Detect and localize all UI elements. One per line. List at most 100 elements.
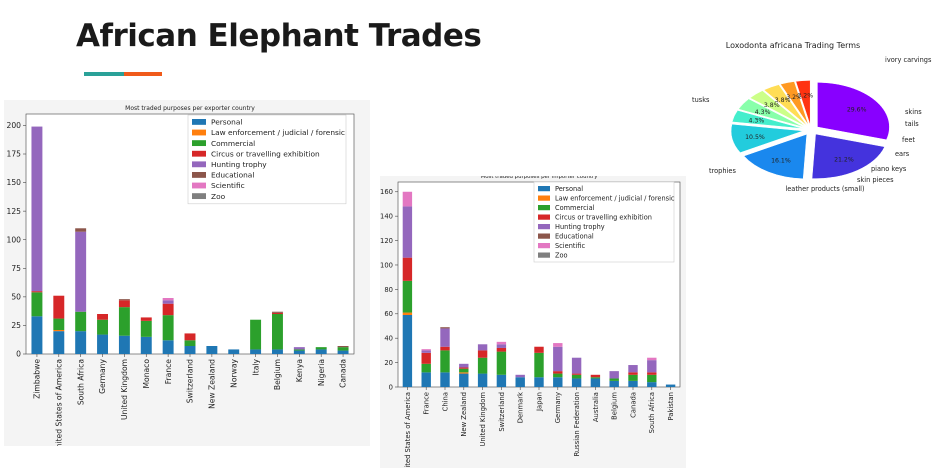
bar-personal-italy bbox=[250, 349, 262, 354]
x-tick-label: France bbox=[164, 359, 173, 385]
bar-personal-canada bbox=[337, 350, 349, 354]
y-tick-label: 25 bbox=[11, 321, 21, 330]
title-accent-orange bbox=[124, 72, 162, 76]
x-tick-label: Russian Federation bbox=[573, 392, 581, 457]
legend-label-scientific: Scientific bbox=[555, 242, 585, 250]
chart-title: Most traded purposes per exporter countr… bbox=[125, 105, 255, 112]
x-tick-label: Belgium bbox=[611, 392, 619, 420]
y-tick-label: 120 bbox=[380, 237, 393, 245]
bar-personal-germany bbox=[553, 377, 563, 387]
legend-box bbox=[533, 181, 675, 263]
slide-title: African Elephant Trades bbox=[76, 18, 482, 54]
x-tick-label: New Zealand bbox=[460, 392, 468, 437]
pie-label-tails: tails bbox=[905, 120, 919, 128]
x-tick-label: China bbox=[441, 392, 449, 411]
y-tick-label: 100 bbox=[380, 261, 393, 269]
bar-personal-monaco bbox=[140, 336, 152, 354]
bar-personal-france bbox=[421, 372, 431, 387]
bar-educational-canada bbox=[337, 346, 349, 348]
legend-swatch-educational bbox=[192, 172, 206, 178]
x-tick-label: Switzerland bbox=[498, 392, 506, 432]
pie-pct-skin-pieces: 4.3% bbox=[748, 118, 764, 125]
y-tick-label: 160 bbox=[380, 188, 393, 196]
pie-slice-trophies bbox=[743, 133, 808, 180]
x-tick-label: United States of America bbox=[54, 359, 63, 446]
bar-personal-china bbox=[440, 372, 450, 387]
x-tick-label: Switzerland bbox=[186, 359, 195, 403]
bar-commercial-france bbox=[162, 315, 174, 341]
bar-hunting-trophy-belgium bbox=[609, 371, 619, 379]
bar-commercial-china bbox=[440, 350, 450, 373]
y-tick-label: 200 bbox=[7, 121, 22, 130]
bar-hunting-trophy-china bbox=[440, 328, 450, 347]
legend-swatch-zoo bbox=[538, 252, 550, 258]
legend-label-circus-or-travelling-exhibition: Circus or travelling exhibition bbox=[211, 149, 320, 158]
pie-slice-ivory-carvings bbox=[817, 82, 890, 141]
bar-commercial-russian-federation bbox=[571, 374, 582, 379]
x-tick-label: Norway bbox=[229, 358, 238, 387]
y-tick-label: 150 bbox=[7, 178, 22, 187]
bar-commercial-united-states-of-america bbox=[53, 318, 65, 330]
bar-hunting-trophy-new-zealand bbox=[459, 363, 469, 368]
legend-swatch-scientific bbox=[538, 243, 550, 249]
x-tick-label: Japan bbox=[535, 392, 543, 412]
bar-personal-japan bbox=[534, 377, 544, 387]
x-tick-label: Pakistan bbox=[667, 392, 675, 420]
bar-personal-south-africa bbox=[75, 331, 87, 354]
legend-swatch-circus-or-travelling-exhibition bbox=[192, 150, 206, 157]
bar-educational-belgium bbox=[272, 311, 283, 313]
legend-box bbox=[187, 114, 347, 205]
x-tick-label: United States of America bbox=[404, 392, 412, 468]
x-tick-label: Denmark bbox=[517, 392, 525, 423]
bar-personal-belgium bbox=[272, 349, 283, 354]
bar-personal-pakistan bbox=[665, 384, 676, 387]
pie-slice-feet bbox=[763, 84, 808, 126]
bar-commercial-nigeria bbox=[315, 347, 327, 350]
pie-label-piano-keys: piano keys bbox=[871, 165, 907, 173]
bar-educational-china bbox=[440, 327, 450, 329]
bar-scientific-france bbox=[421, 349, 431, 351]
bar-personal-canada bbox=[628, 380, 638, 387]
y-tick-label: 125 bbox=[7, 207, 22, 216]
bar-educational-united-kingdom bbox=[118, 299, 130, 301]
bar-commercial-united-kingdom bbox=[477, 357, 488, 374]
bar-commercial-united-kingdom bbox=[118, 307, 130, 336]
pie-slice-piano-keys bbox=[738, 98, 805, 128]
bar-personal-denmark bbox=[515, 377, 525, 387]
importer-chart-panel: Most traded purposes per importer countr… bbox=[380, 174, 686, 476]
bar-law-enforcement-judicial-forensic-united-states-of-america bbox=[53, 330, 65, 332]
x-tick-label: Germany bbox=[554, 392, 562, 423]
pie-label-skin-pieces: skin pieces bbox=[857, 176, 894, 184]
bar-circus-or-travelling-exhibition-united-kingdom bbox=[118, 300, 130, 308]
bar-commercial-canada bbox=[337, 347, 349, 351]
bar-law-enforcement-judicial-forensic-new-zealand bbox=[459, 372, 469, 374]
x-tick-label: South Africa bbox=[648, 392, 656, 433]
legend-label-educational: Educational bbox=[211, 171, 254, 180]
legend-swatch-law-enforcement-judicial-forensic bbox=[192, 129, 206, 136]
x-tick-label: Kenya bbox=[295, 359, 304, 382]
pie-label-ears: ears bbox=[895, 150, 910, 158]
pie-pct-ivory-carvings: 29.6% bbox=[847, 106, 867, 113]
bar-circus-or-travelling-exhibition-switzerland bbox=[184, 333, 196, 341]
bar-personal-united-kingdom bbox=[477, 373, 488, 387]
legend-label-circus-or-travelling-exhibition: Circus or travelling exhibition bbox=[555, 213, 652, 221]
legend-label-law-enforcement-judicial-forensic: Law enforcement / judicial / forensic bbox=[555, 194, 675, 202]
bar-commercial-zimbabwe bbox=[31, 292, 43, 317]
bar-personal-zimbabwe bbox=[31, 316, 43, 354]
bar-personal-united-kingdom bbox=[118, 335, 130, 354]
pie-slice-ears bbox=[749, 90, 806, 127]
bar-commercial-switzerland bbox=[496, 351, 507, 375]
pie-pct-trophies: 16.1% bbox=[771, 157, 791, 164]
bar-circus-or-travelling-exhibition-switzerland bbox=[496, 347, 507, 352]
bar-commercial-belgium bbox=[609, 378, 619, 381]
legend-swatch-scientific bbox=[192, 182, 206, 189]
legend-label-personal: Personal bbox=[211, 118, 242, 127]
pie-slice-tusks bbox=[811, 133, 886, 179]
y-tick-label: 0 bbox=[16, 350, 21, 359]
x-tick-label: South Africa bbox=[76, 359, 85, 405]
bar-personal-united-states-of-america bbox=[53, 331, 65, 354]
bar-commercial-new-zealand bbox=[459, 368, 469, 373]
bar-hunting-trophy-canada bbox=[628, 365, 638, 373]
pie-slice-leather-products-small bbox=[730, 123, 804, 153]
bar-hunting-trophy-france bbox=[421, 350, 431, 353]
